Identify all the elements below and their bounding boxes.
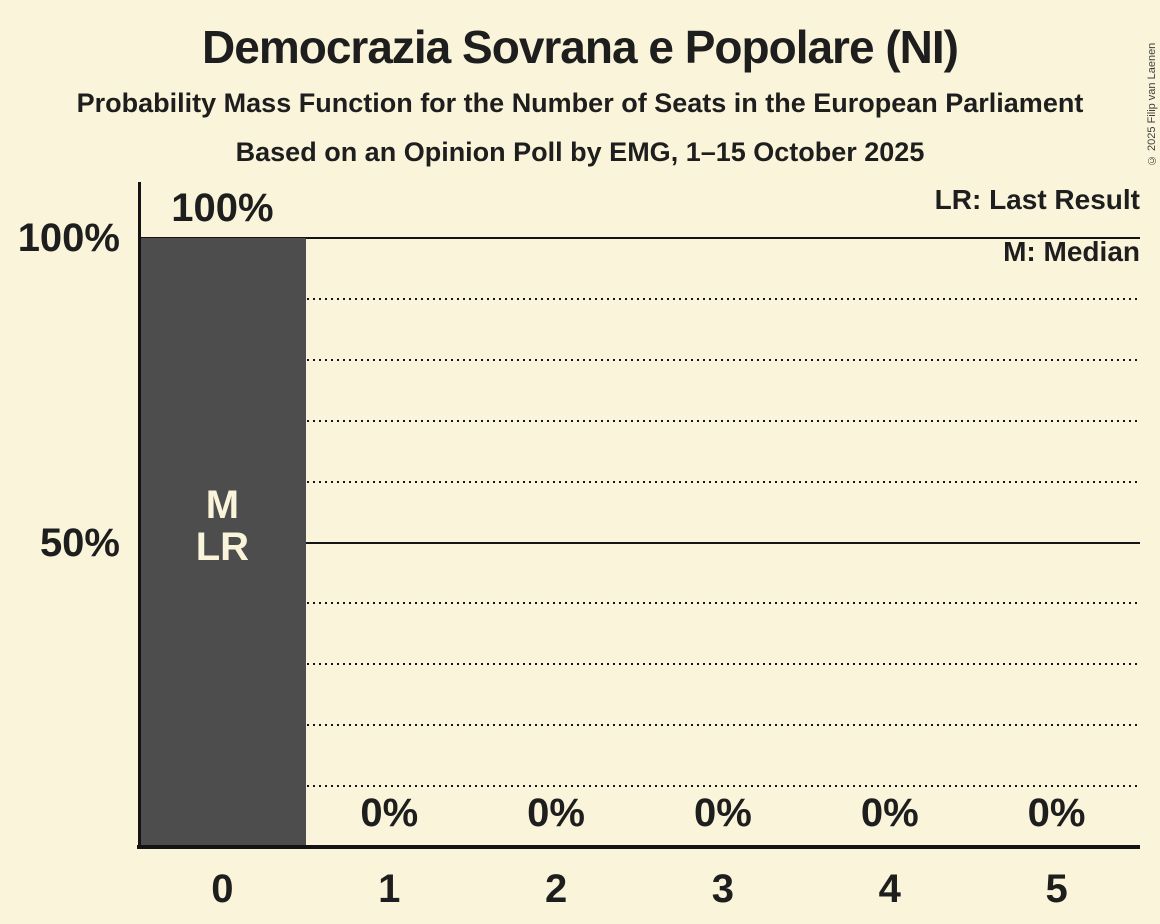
bar-marker-lr: LR [195,525,250,569]
value-label-4: 0% [860,791,919,835]
value-label-5: 0% [1027,791,1086,835]
chart-source-line: Based on an Opinion Poll by EMG, 1–15 Oc… [235,137,925,167]
plot-area: 100% 0% 0% 0% 0% 0% M LR [139,188,1140,847]
value-label-3: 0% [694,791,752,835]
bar-marker-m: M [205,483,240,527]
value-label-2: 0% [527,791,585,835]
gridline-solid-50 [139,541,1140,544]
value-label-0: 100% [171,186,274,230]
gridline-dotted-90 [139,297,1140,300]
chart-subtitle: Probability Mass Function for the Number… [76,88,1084,118]
copyright-notice: © 2025 Filip van Laenen [1146,42,1158,166]
x-tick-4: 4 [878,867,901,911]
x-tick-2: 2 [544,867,568,911]
y-tick-100: 100% [17,216,120,260]
x-tick-5: 5 [1045,867,1068,911]
gridline-dotted-10 [139,785,1140,788]
gridline-dotted-40 [139,602,1140,605]
chart-title: Democrazia Sovrana e Popolare (NI) [202,21,959,73]
gridline-dotted-80 [139,358,1140,361]
x-tick-0: 0 [211,867,234,911]
gridline-dotted-70 [139,419,1140,422]
x-tick-3: 3 [711,867,735,911]
gridline-dotted-30 [139,663,1140,666]
gridline-dotted-20 [139,724,1140,727]
value-label-1: 0% [360,791,419,835]
legend-last-result: LR: Last Result [934,184,1140,215]
gridline-dotted-60 [139,480,1140,483]
x-axis-line [137,845,1140,849]
gridline-solid-100 [139,237,1140,239]
x-tick-1: 1 [378,867,401,911]
y-tick-50: 50% [39,520,120,565]
y-axis-line [138,182,141,849]
bar-marker-block: M LR [139,484,306,568]
legend-median: M: Median [1003,236,1140,267]
bar-seats-0 [139,238,306,847]
